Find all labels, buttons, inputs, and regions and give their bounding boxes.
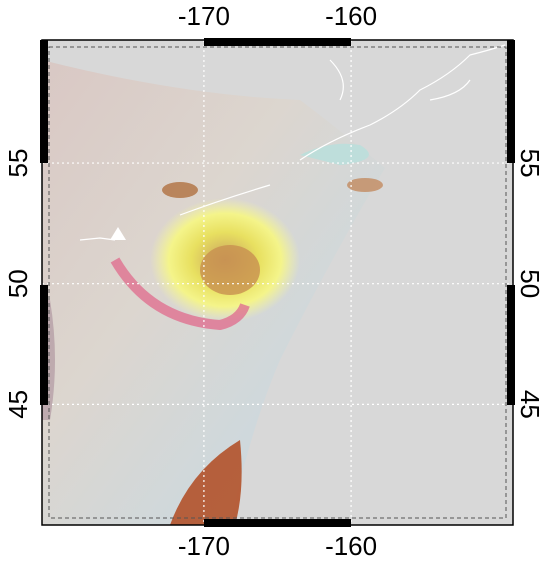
x-tick-label: -160	[325, 1, 377, 31]
cloud-patch	[347, 178, 383, 192]
x-tick-label: -170	[178, 531, 230, 561]
y-tick-label: 50	[3, 269, 33, 298]
map: -170 -170 -160 -160 45 45 50 50 55 55	[0, 0, 544, 569]
y-tick-label: 45	[515, 390, 544, 419]
y-tick-label: 55	[3, 149, 33, 178]
x-tick-label: -170	[178, 1, 230, 31]
y-tick-label: 45	[3, 390, 33, 419]
cloud-patch	[162, 182, 198, 198]
dust-patch	[200, 245, 260, 295]
y-tick-label: 55	[515, 149, 544, 178]
x-tick-label: -160	[325, 531, 377, 561]
y-tick-label: 50	[515, 269, 544, 298]
